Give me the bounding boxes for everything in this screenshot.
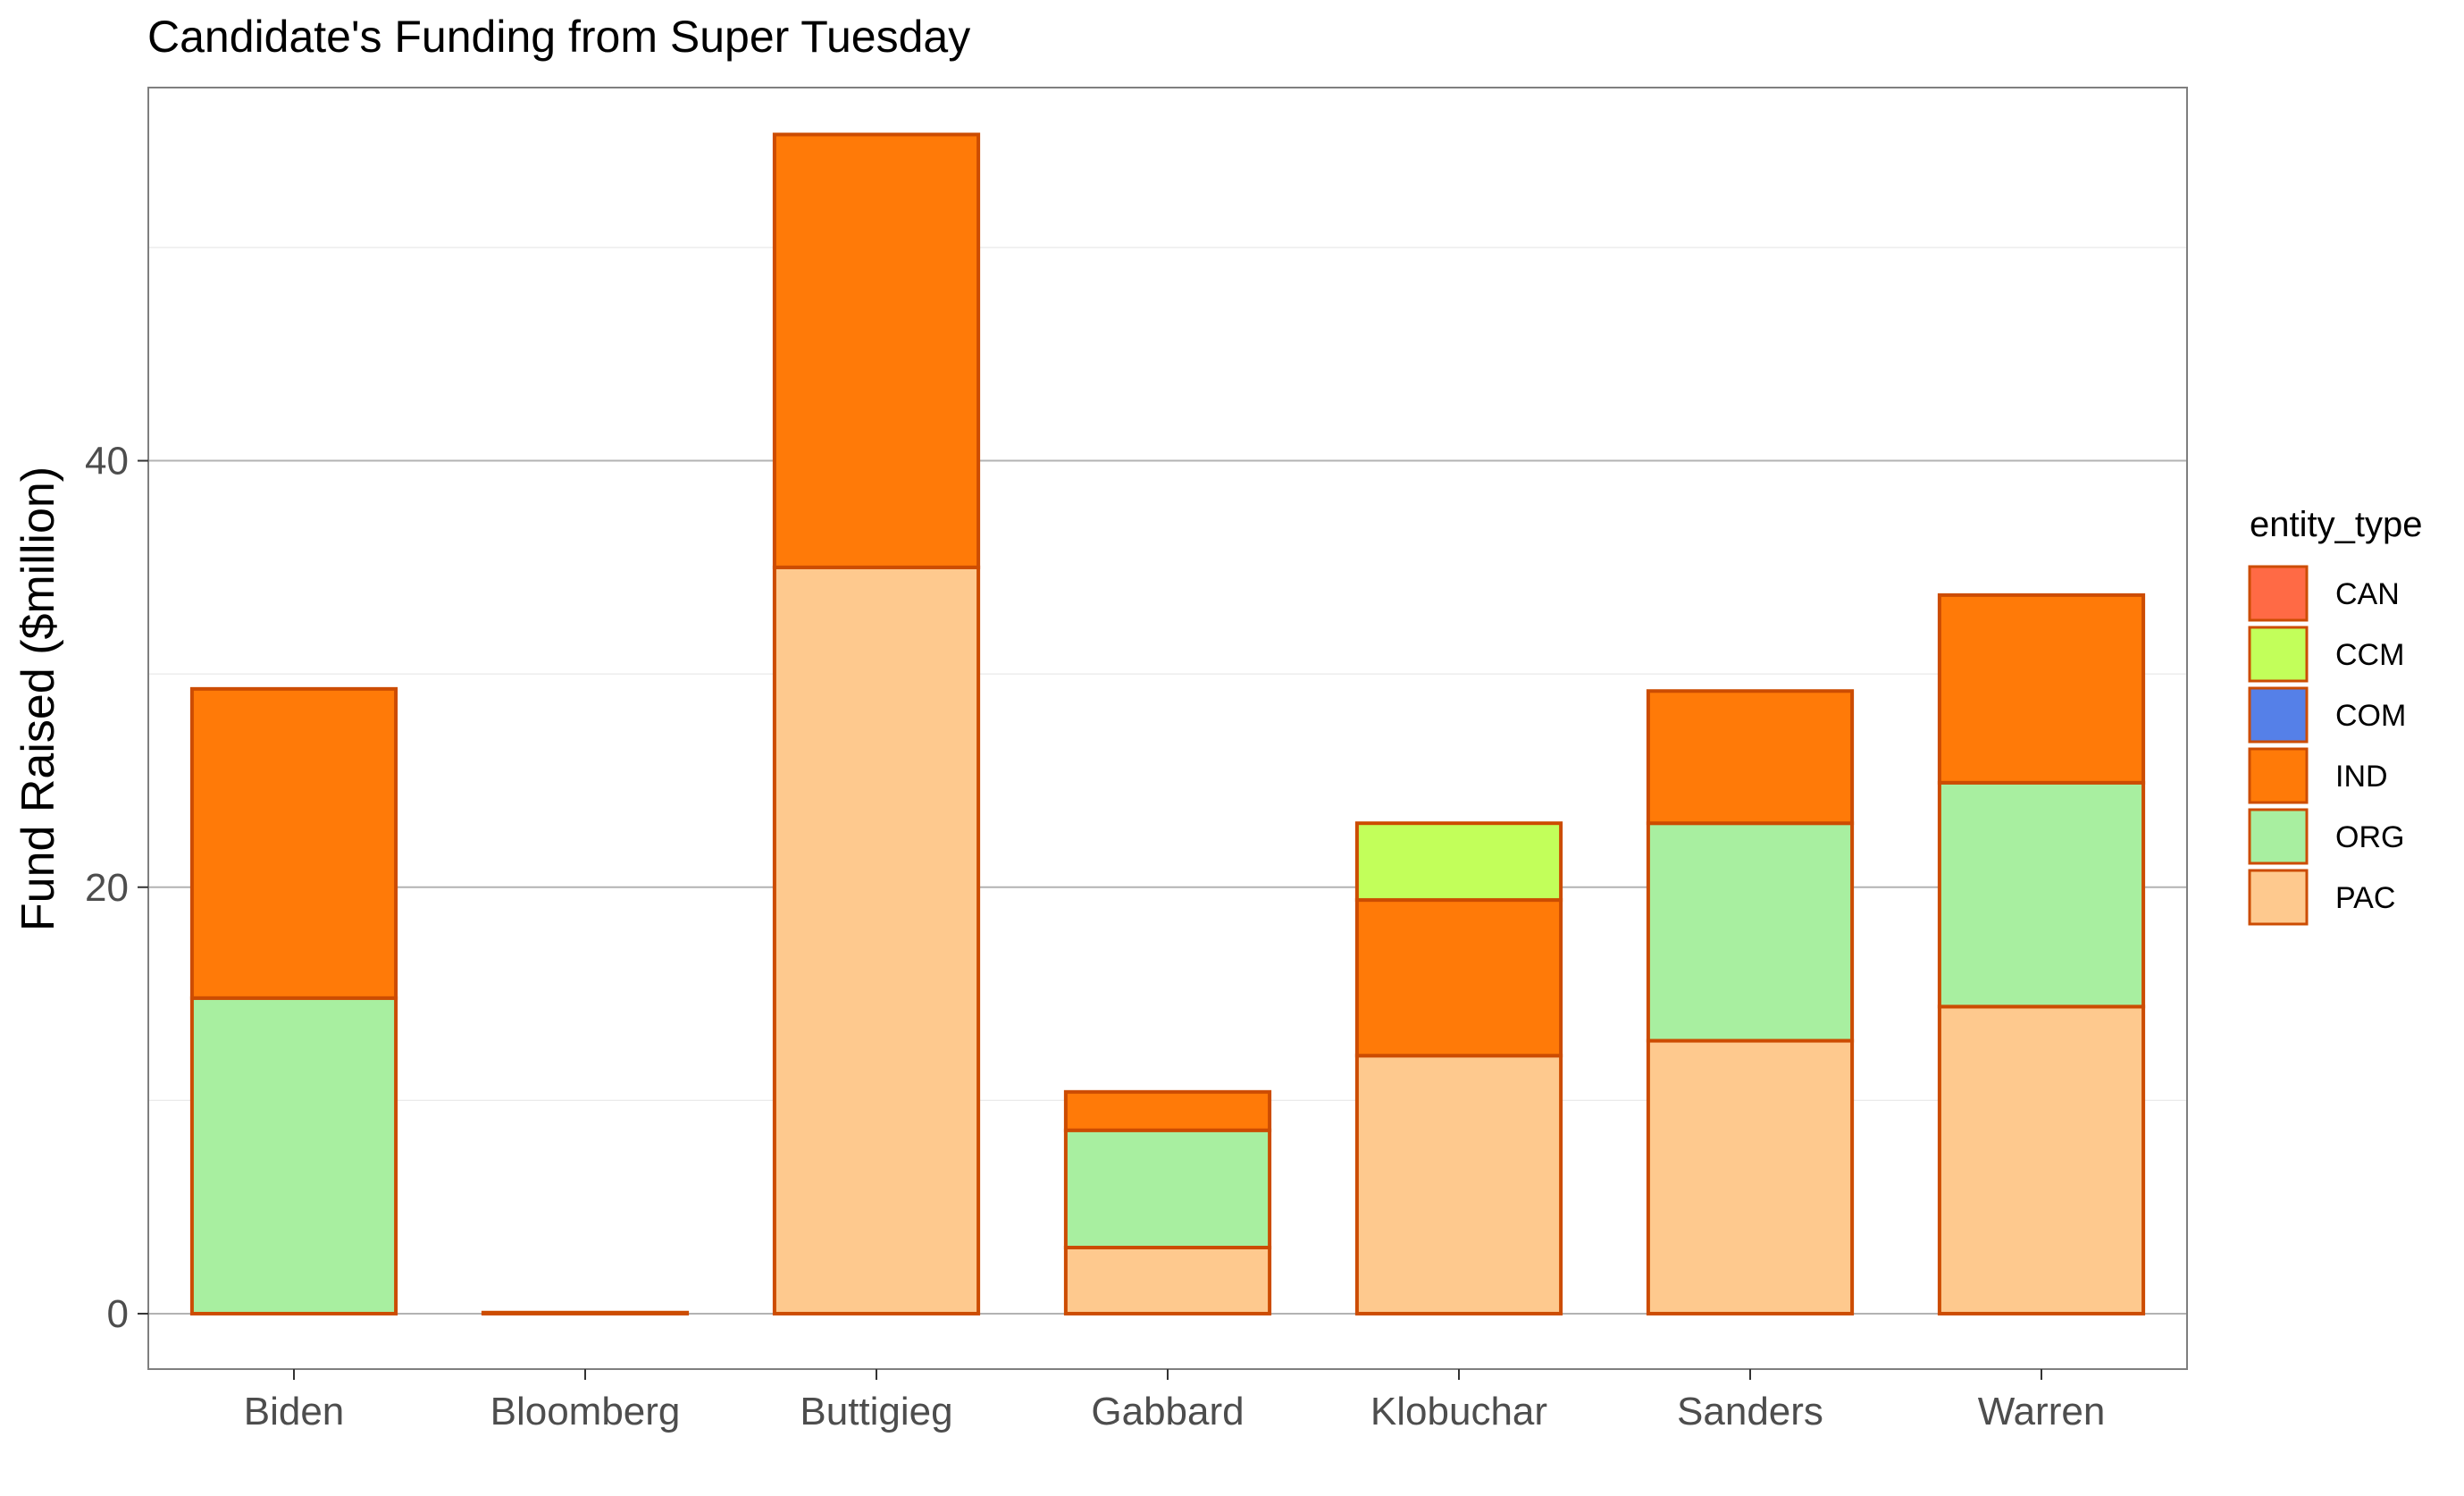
legend-key-ind [2248,747,2309,804]
bar-gabbard-org [1063,1128,1272,1249]
chart-title: Candidate's Funding from Super Tuesday [147,12,970,62]
bar-gabbard-ind [1063,1089,1272,1132]
legend-label-pac: PAC [2335,881,2395,915]
bar-klobuchar-ind [1354,898,1563,1058]
bar-klobuchar-ccm [1354,821,1563,903]
legend-items: CAN CCM COM IND ORG PAC [2248,565,2406,926]
y-axis: 0 20 40 [85,440,148,1336]
bar-buttigieg-pac [772,565,981,1315]
bar-biden-org [189,996,398,1315]
bar-sanders-org [1646,821,1855,1043]
legend-key-can [2248,565,2309,622]
x-axis: Biden Bloomberg Buttigieg Gabbard Klobuchar S… [244,1369,2106,1433]
x-tick-label-klobuchar: Klobuchar [1370,1390,1547,1433]
bar-biden-ind [189,686,398,1000]
legend-key-org [2248,808,2309,865]
legend-key-com [2248,686,2309,744]
bar-klobuchar-pac [1354,1054,1563,1315]
legend-label-can: CAN [2335,577,2400,611]
x-tick-label-gabbard: Gabbard [1091,1390,1244,1433]
legend-label-org: ORG [2335,820,2404,854]
x-tick-label-warren: Warren [1978,1390,2106,1433]
y-tick-label: 20 [85,866,129,910]
x-tick-label-buttigieg: Buttigieg [800,1390,952,1433]
bar-warren-ind [1937,593,2146,785]
bar-bloomberg-ind [481,1310,690,1315]
bar-sanders-ind [1646,689,1855,826]
legend-label-ind: IND [2335,760,2388,794]
bars [189,132,2146,1315]
bar-warren-org [1937,780,2146,1009]
x-tick-label-sanders: Sanders [1677,1390,1823,1433]
legend: entity_type CAN CCM COM IND ORG PAC [2248,505,2422,926]
legend-label-com: COM [2335,699,2406,733]
bar-warren-pac [1937,1004,2146,1315]
legend-title: entity_type [2250,505,2422,544]
x-tick-label-biden: Biden [244,1390,345,1433]
bar-gabbard-pac [1063,1245,1272,1315]
x-tick-label-bloomberg: Bloomberg [490,1390,681,1433]
y-axis-title: Fund Raised ($million) [13,466,64,931]
bar-buttigieg-ind [772,132,981,569]
legend-key-pac [2248,869,2309,926]
y-tick-label: 40 [85,440,129,483]
bar-sanders-pac [1646,1038,1855,1315]
legend-key-ccm [2248,626,2309,683]
y-tick-label: 0 [107,1292,129,1336]
legend-label-ccm: CCM [2335,638,2404,672]
